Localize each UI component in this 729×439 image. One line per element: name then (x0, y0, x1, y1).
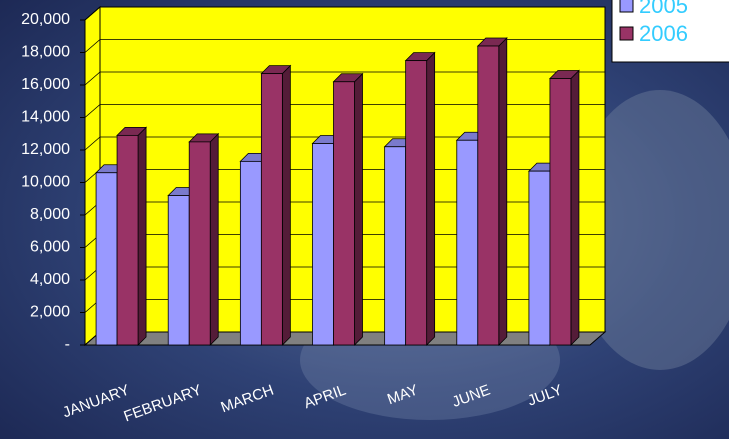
bar-front (405, 60, 428, 346)
bar-front (384, 146, 407, 346)
bar-front (167, 195, 190, 346)
bar-side (281, 64, 291, 346)
y-tick-label: 20,000 (21, 11, 70, 28)
y-tick-label: 12,000 (21, 141, 70, 158)
y-tick-label: 2,000 (30, 304, 70, 321)
y-tick-label: 4,000 (30, 271, 70, 288)
bar (332, 72, 364, 346)
legend: 2005 2006 (611, 0, 729, 63)
bar-side (498, 37, 508, 346)
bar-front (188, 141, 211, 346)
bar (404, 51, 436, 346)
bar (476, 37, 508, 346)
background-texture (570, 90, 729, 370)
bar (116, 126, 148, 346)
bar-front (549, 78, 572, 346)
bar-side (354, 72, 363, 346)
bar-front (528, 170, 551, 346)
y-tick-label: 6,000 (30, 239, 70, 256)
bar-front (260, 73, 283, 346)
bar-side (570, 69, 580, 346)
y-tick-label: - (65, 336, 70, 353)
y-tick-label: 8,000 (30, 206, 70, 223)
bar-front (333, 81, 355, 346)
bar-side (137, 126, 147, 346)
bar-front (116, 134, 139, 346)
bar-side (426, 51, 436, 346)
bar-front (456, 139, 479, 346)
grid-line (84, 136, 605, 151)
bar-front (477, 45, 500, 346)
bar-side (209, 132, 219, 346)
bar-front (312, 143, 334, 346)
grid-line (84, 71, 605, 86)
grid-line (84, 104, 605, 118)
legend-swatch (619, 0, 634, 13)
bar (188, 132, 220, 346)
grid-line (84, 39, 605, 53)
bar-front (95, 172, 118, 346)
y-tick-label: 18,000 (21, 44, 70, 61)
legend-label: 2006 (639, 21, 688, 46)
bar (548, 69, 580, 346)
bar-front (239, 160, 262, 346)
legend-label: 2005 (639, 0, 688, 18)
y-tick-label: 14,000 (21, 109, 70, 126)
legend-swatch (619, 26, 634, 41)
y-tick-label: 16,000 (21, 76, 70, 93)
bar (260, 64, 292, 346)
y-tick-label: 10,000 (21, 174, 70, 191)
grid-line (84, 6, 605, 21)
